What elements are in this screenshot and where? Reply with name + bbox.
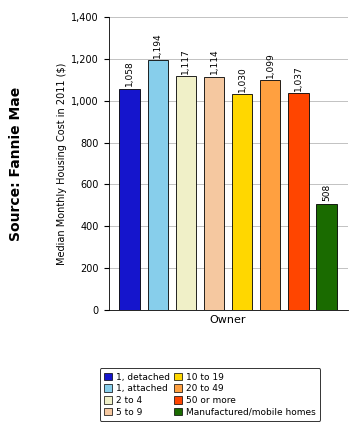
Text: 1,194: 1,194 [153, 32, 162, 58]
Bar [148, 60, 168, 310]
Bar [260, 80, 281, 310]
Text: 1,030: 1,030 [237, 66, 247, 92]
Bar [176, 76, 196, 310]
Bar [204, 77, 224, 310]
Text: 508: 508 [322, 184, 331, 201]
Text: Source: Fannie Mae: Source: Fannie Mae [9, 86, 23, 240]
Bar [232, 95, 252, 310]
Text: 1,037: 1,037 [294, 65, 303, 90]
Bar [316, 203, 337, 310]
Legend: 1, detached, 1, attached, 2 to 4, 5 to 9, 10 to 19, 20 to 49, 50 or more, Manufa: 1, detached, 1, attached, 2 to 4, 5 to 9… [100, 368, 320, 421]
Text: 1,114: 1,114 [210, 49, 219, 74]
Text: 1,117: 1,117 [181, 48, 190, 74]
Bar [119, 89, 140, 310]
Text: 1,058: 1,058 [125, 60, 134, 86]
X-axis label: Owner: Owner [210, 315, 246, 325]
Text: 1,099: 1,099 [266, 52, 275, 77]
Y-axis label: Median Monthly Housing Cost in 2011 ($): Median Monthly Housing Cost in 2011 ($) [57, 62, 67, 264]
Bar [288, 93, 308, 310]
